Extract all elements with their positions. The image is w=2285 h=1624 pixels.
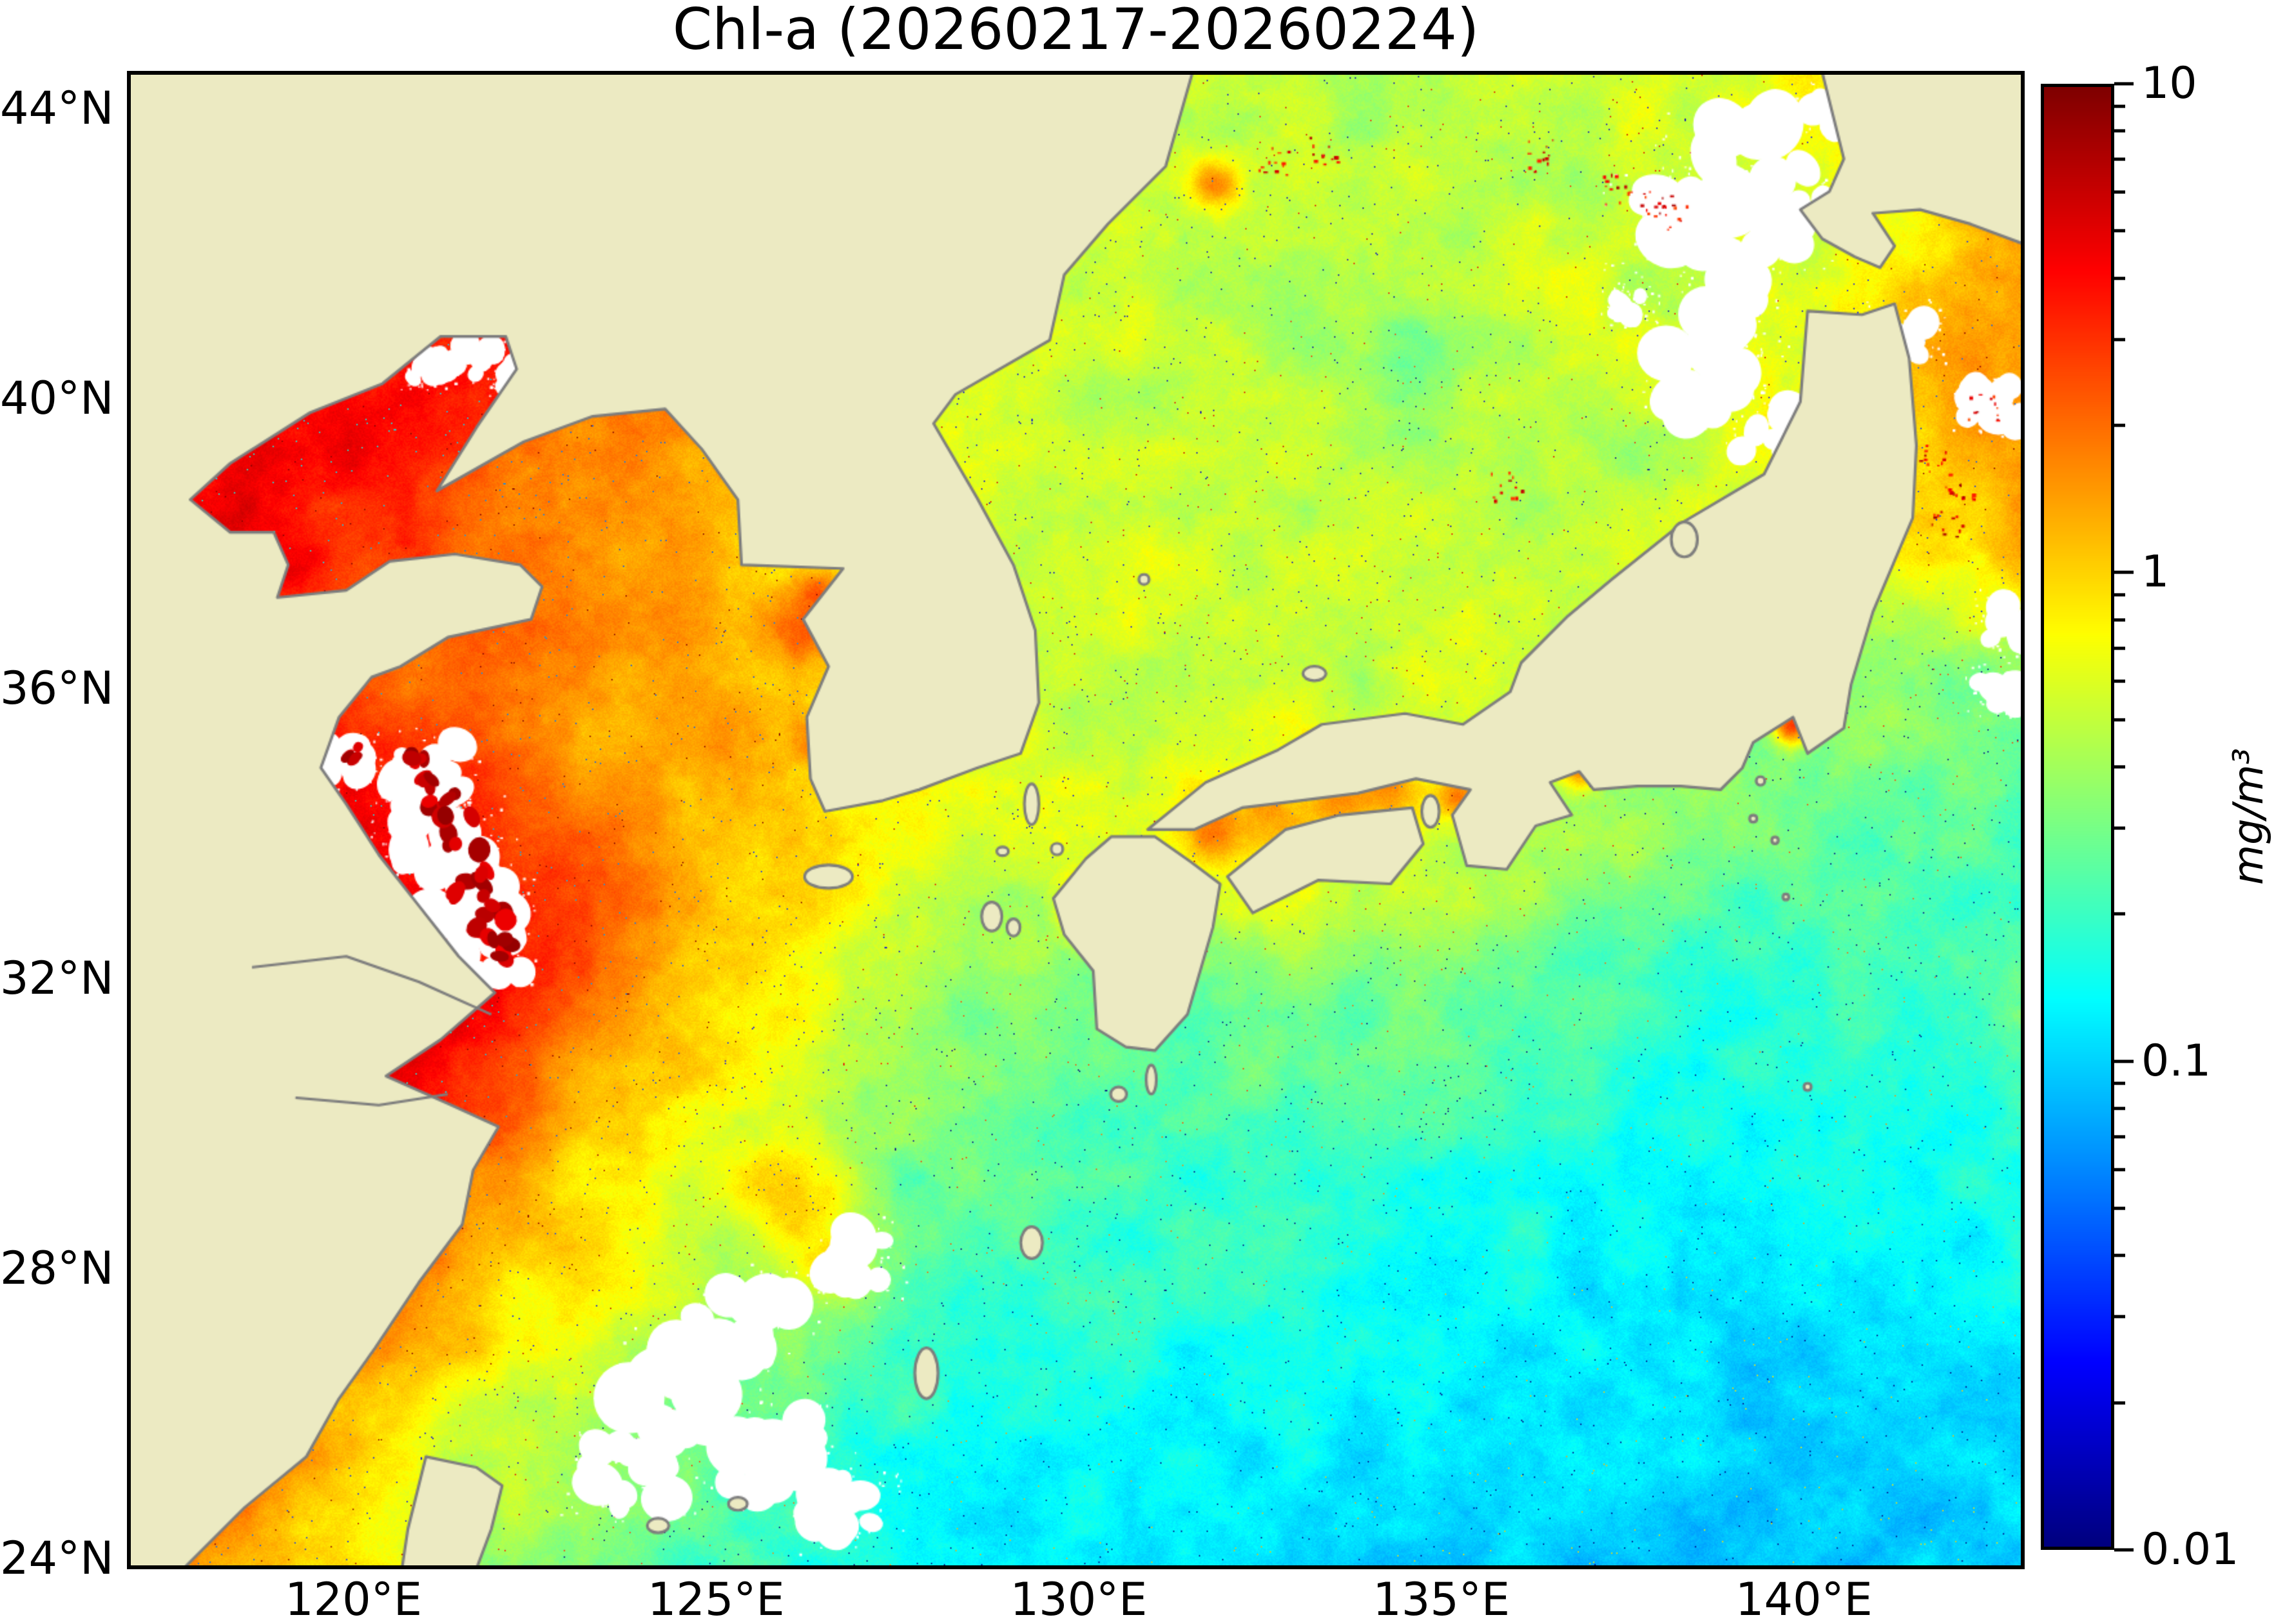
y-axis-tick-label: 40°N [0,371,114,425]
chlorophyll-map-canvas [131,75,2021,1565]
map-plot-area [127,71,2025,1569]
colorbar-minor-tick [2114,718,2125,722]
colorbar-minor-tick [2114,593,2125,597]
colorbar-minor-tick [2114,765,2125,769]
colorbar-minor-tick [2114,129,2125,133]
colorbar-minor-tick [2114,338,2125,342]
colorbar-major-tick [2114,82,2134,86]
colorbar-minor-tick [2114,912,2125,916]
colorbar-minor-tick [2114,679,2125,683]
colorbar-minor-tick [2114,646,2125,650]
colorbar-tick-label: 0.01 [2141,1524,2239,1575]
colorbar-minor-tick [2114,1135,2125,1139]
y-axis-tick-label: 32°N [0,951,114,1005]
colorbar-tick-label: 10 [2141,58,2197,109]
colorbar-minor-tick [2114,826,2125,830]
y-axis-tick-label: 36°N [0,661,114,715]
colorbar-minor-tick [2114,1315,2125,1319]
colorbar-minor-tick [2114,190,2125,194]
colorbar-minor-tick [2114,1206,2125,1210]
colorbar-minor-tick [2114,1081,2125,1085]
x-axis-tick-label: 135°E [1373,1573,1510,1624]
colorbar-minor-tick [2114,618,2125,622]
colorbar-gradient-canvas [2044,87,2111,1547]
x-axis-tick-label: 125°E [647,1573,785,1624]
x-axis-tick-label: 130°E [1010,1573,1148,1624]
colorbar-minor-tick [2114,104,2125,108]
colorbar-minor-tick [2114,1168,2125,1172]
colorbar-minor-tick [2114,157,2125,161]
colorbar-minor-tick [2114,229,2125,233]
colorbar-minor-tick [2114,423,2125,427]
y-axis-tick-label: 28°N [0,1241,114,1295]
colorbar-minor-tick [2114,1401,2125,1405]
x-axis-tick-label: 140°E [1735,1573,1873,1624]
colorbar-major-tick [2114,1059,2134,1063]
colorbar-tick-label: 1 [2141,546,2170,598]
y-axis-tick-label: 24°N [0,1531,114,1585]
colorbar-unit-label: mg/m³ [2225,748,2273,885]
colorbar-minor-tick [2114,276,2125,280]
x-axis-tick-label: 120°E [285,1573,422,1624]
page-title: Chl-a (20260217-20260224) [672,0,1480,63]
colorbar-minor-tick [2114,1253,2125,1257]
y-axis-tick-label: 44°N [0,81,114,135]
colorbar-tick-label: 0.1 [2141,1035,2212,1087]
colorbar-minor-tick [2114,1107,2125,1110]
colorbar-major-tick [2114,1548,2134,1552]
colorbar-major-tick [2114,570,2134,574]
colorbar [2041,84,2114,1550]
